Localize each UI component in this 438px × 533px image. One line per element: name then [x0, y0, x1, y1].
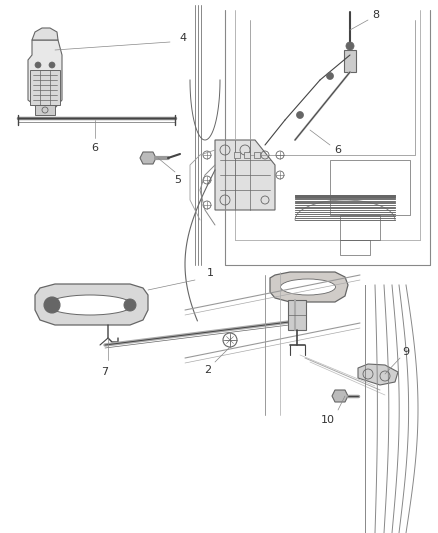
Circle shape: [44, 297, 60, 313]
Bar: [340, 240, 370, 255]
Bar: [234, 152, 240, 158]
Text: 8: 8: [372, 10, 380, 20]
Polygon shape: [32, 28, 58, 40]
Circle shape: [297, 111, 304, 118]
Polygon shape: [140, 152, 156, 164]
Text: 5: 5: [174, 175, 181, 185]
Text: 6: 6: [92, 143, 99, 153]
Circle shape: [48, 301, 56, 309]
Polygon shape: [35, 284, 148, 325]
Text: 2: 2: [205, 365, 212, 375]
Polygon shape: [215, 140, 275, 210]
Polygon shape: [270, 272, 348, 302]
Ellipse shape: [47, 295, 133, 315]
Text: 6: 6: [335, 145, 342, 155]
Polygon shape: [358, 364, 398, 385]
Bar: [288, 300, 306, 330]
Circle shape: [35, 62, 41, 68]
Ellipse shape: [280, 279, 336, 295]
Text: 7: 7: [102, 367, 109, 377]
Text: 10: 10: [321, 415, 335, 425]
Circle shape: [326, 72, 333, 79]
Circle shape: [346, 42, 354, 50]
Circle shape: [49, 62, 55, 68]
Bar: [254, 152, 260, 158]
Bar: [244, 152, 250, 158]
Bar: [340, 215, 380, 240]
Polygon shape: [30, 70, 60, 105]
Polygon shape: [35, 105, 55, 115]
Text: 4: 4: [180, 33, 187, 43]
Bar: [330, 160, 410, 215]
Bar: [344, 50, 356, 72]
Text: 9: 9: [403, 347, 410, 357]
Polygon shape: [332, 390, 348, 402]
Circle shape: [124, 299, 136, 311]
Polygon shape: [28, 40, 62, 108]
Text: 1: 1: [206, 268, 213, 278]
